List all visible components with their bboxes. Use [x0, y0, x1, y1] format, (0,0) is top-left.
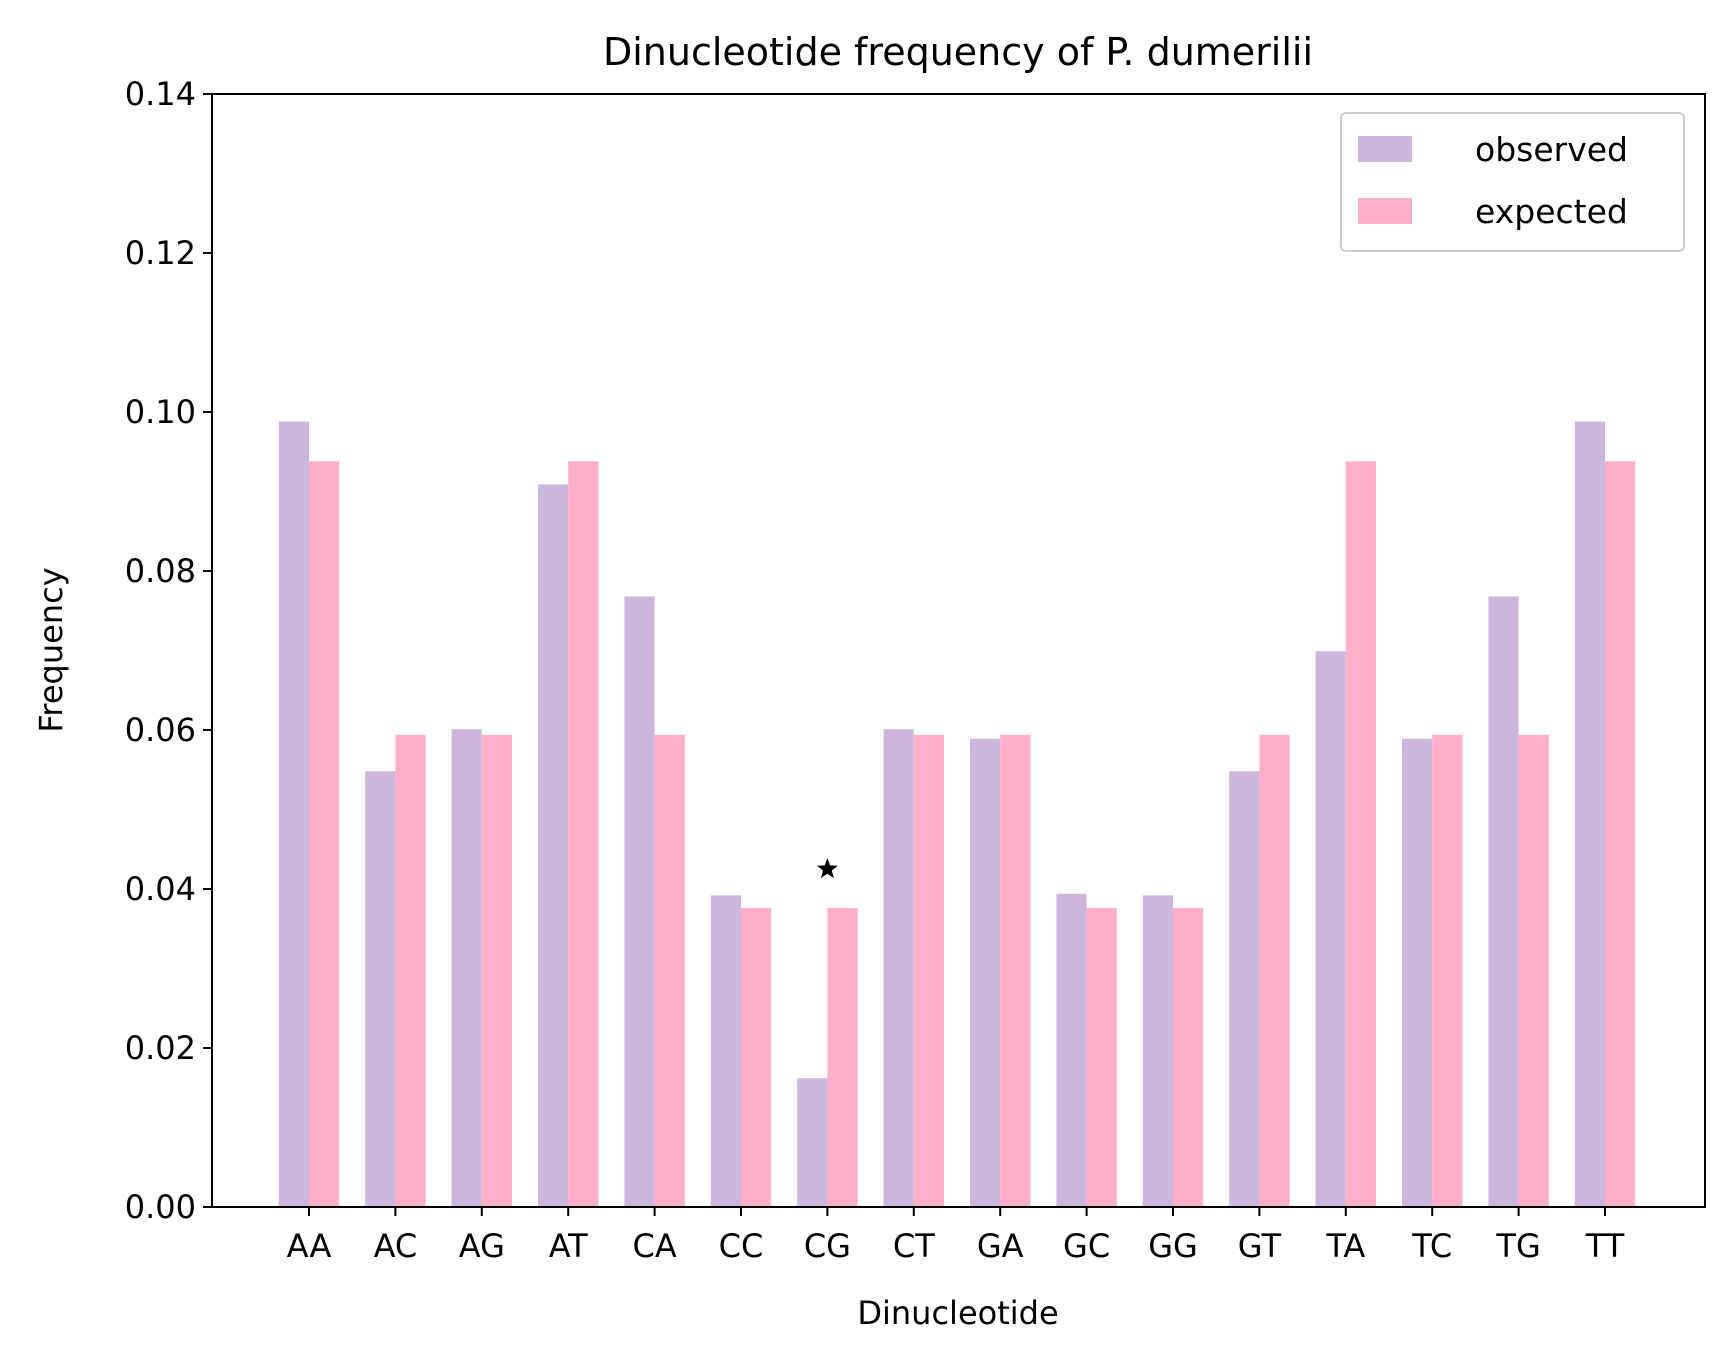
legend-swatch-observed	[1358, 136, 1412, 162]
bar-expected-at	[568, 461, 599, 1207]
bar-expected-tt	[1605, 461, 1636, 1207]
x-tick-label-tt: TT	[1585, 1227, 1625, 1265]
x-tick-label-tg: TG	[1495, 1227, 1540, 1265]
legend-label-expected: expected	[1475, 192, 1628, 231]
bar-observed-ct	[883, 729, 914, 1207]
legend-frame	[1340, 112, 1685, 252]
x-tick-label-ga: GA	[977, 1227, 1024, 1265]
y-tick-label-0-12: 0.12	[125, 234, 196, 272]
bar-observed-gt	[1229, 771, 1260, 1207]
y-axis: 0.00 0.02 0.04 0.06 0.08 0.10 0.12 0.14	[125, 75, 212, 1226]
bar-expected-tc	[1432, 734, 1463, 1207]
bar-expected-cg	[827, 908, 858, 1207]
bar-expected-gc	[1086, 908, 1117, 1207]
x-tick-label-ta: TA	[1325, 1227, 1365, 1265]
legend-swatch-expected	[1358, 198, 1412, 224]
chart-title: Dinucleotide frequency of P. dumerilii	[603, 30, 1313, 74]
bar-observed-gg	[1142, 895, 1173, 1207]
x-tick-label-tc: TC	[1411, 1227, 1452, 1265]
y-tick-label-0-08: 0.08	[125, 552, 196, 590]
bar-expected-ga	[1000, 734, 1031, 1207]
bar-expected-aa	[309, 461, 340, 1207]
annotations-group	[816, 858, 838, 879]
x-tick-label-ca: CA	[632, 1227, 676, 1265]
bar-expected-gg	[1173, 908, 1204, 1207]
bar-expected-gt	[1259, 734, 1290, 1207]
x-tick-label-gt: GT	[1238, 1227, 1282, 1265]
x-tick-label-ct: CT	[893, 1227, 935, 1265]
y-tick-label-0-04: 0.04	[125, 870, 196, 908]
bar-observed-tg	[1488, 596, 1519, 1207]
x-tick-label-gc: GC	[1063, 1227, 1110, 1265]
bar-expected-ct	[913, 734, 944, 1207]
bar-observed-aa	[278, 421, 309, 1207]
x-tick-label-gg: GG	[1148, 1227, 1198, 1265]
x-tick-label-ag: AG	[459, 1227, 505, 1265]
legend-label-observed: observed	[1475, 130, 1628, 169]
x-tick-label-cg: CG	[804, 1227, 851, 1265]
star-marker-cg	[816, 858, 838, 879]
bar-expected-cc	[741, 908, 772, 1207]
bar-expected-tg	[1518, 734, 1549, 1207]
plot-frame	[211, 93, 1706, 1208]
bar-observed-at	[538, 484, 569, 1208]
bar-observed-ac	[365, 771, 396, 1207]
y-tick-label-0-00: 0.00	[125, 1188, 196, 1226]
x-axis-label: Dinucleotide	[857, 1294, 1058, 1332]
y-tick-label-0-02: 0.02	[125, 1029, 196, 1067]
x-axis: AA AC AG AT CA CC CG CT GA GC GG GT TA TC TG TT	[287, 1207, 1625, 1265]
bar-observed-gc	[1056, 893, 1087, 1207]
bar-expected-ca	[654, 734, 685, 1207]
bar-observed-ga	[970, 738, 1001, 1207]
bar-expected-ta	[1345, 461, 1376, 1207]
bar-observed-ta	[1315, 651, 1346, 1207]
y-tick-label-0-06: 0.06	[125, 711, 196, 749]
y-axis-label: Frequency	[32, 567, 70, 732]
bar-expected-ac	[395, 734, 426, 1207]
bar-observed-ca	[624, 596, 655, 1207]
y-tick-label-0-14: 0.14	[125, 75, 196, 113]
x-tick-label-cc: CC	[719, 1227, 764, 1265]
legend: observed expected	[1340, 112, 1685, 252]
bars-group	[278, 421, 1636, 1208]
x-tick-label-at: AT	[549, 1227, 588, 1265]
bar-observed-cg	[797, 1078, 828, 1207]
bar-observed-ag	[451, 729, 482, 1207]
bar-observed-tc	[1402, 738, 1433, 1207]
x-tick-label-ac: AC	[374, 1227, 418, 1265]
y-tick-label-0-10: 0.10	[125, 393, 196, 431]
bar-observed-cc	[710, 895, 741, 1207]
bar-observed-tt	[1574, 421, 1605, 1207]
bar-expected-ag	[481, 734, 512, 1207]
x-tick-label-aa: AA	[287, 1227, 332, 1265]
